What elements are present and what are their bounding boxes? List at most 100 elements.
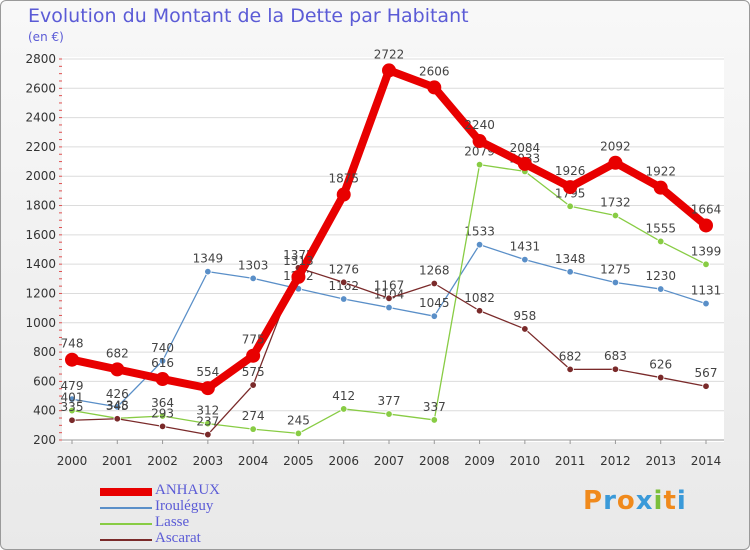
- y-tick-label: 1400: [25, 257, 56, 271]
- data-label: 1431: [510, 240, 541, 254]
- data-label: 1303: [238, 258, 269, 272]
- data-label: 364: [151, 396, 174, 410]
- x-tick-label: 2014: [691, 454, 722, 468]
- data-point: [246, 348, 261, 363]
- logo-letter: t: [663, 486, 677, 516]
- data-label: 412: [332, 389, 355, 403]
- chart-subtitle: (en €): [28, 30, 64, 44]
- data-point: [158, 357, 167, 365]
- x-tick-label: 2009: [464, 454, 495, 468]
- data-label: 1875: [328, 172, 359, 186]
- y-tick-label: 1200: [25, 286, 56, 300]
- data-label: 2084: [510, 141, 541, 155]
- data-point: [336, 187, 351, 202]
- logo-letter: o: [616, 486, 636, 516]
- data-label: 1732: [600, 196, 631, 210]
- y-tick-label: 2800: [25, 52, 56, 66]
- data-label: 377: [378, 394, 401, 408]
- data-label: 1922: [645, 165, 676, 179]
- data-label: 1167: [374, 278, 405, 292]
- data-label: 2092: [600, 140, 631, 154]
- data-label: 293: [151, 406, 174, 420]
- data-label: 1399: [691, 244, 722, 258]
- data-point: [385, 303, 393, 312]
- data-point: [475, 240, 484, 249]
- y-tick-label: 200: [33, 433, 56, 447]
- data-point: [110, 362, 125, 377]
- data-label: 683: [604, 349, 627, 363]
- data-label: 1045: [419, 296, 450, 310]
- data-point: [68, 406, 76, 415]
- data-label: 1555: [645, 221, 676, 235]
- data-label: 479: [61, 379, 84, 393]
- data-point: [291, 269, 306, 284]
- logo-letter: P: [583, 486, 604, 516]
- data-point: [158, 412, 167, 420]
- data-point: [294, 429, 303, 438]
- data-point: [200, 381, 215, 396]
- proxiti-logo: Proxiti: [583, 486, 687, 516]
- data-label: 1275: [600, 262, 631, 276]
- y-tick-label: 2000: [25, 169, 56, 183]
- data-point: [340, 405, 348, 413]
- data-point: [702, 260, 710, 269]
- data-point: [566, 268, 574, 276]
- data-label: 337: [423, 400, 446, 414]
- x-tick-label: 2011: [555, 454, 586, 468]
- x-tick-label: 2010: [510, 454, 541, 468]
- data-label: 1276: [328, 262, 359, 276]
- data-label: 1664: [691, 202, 722, 216]
- data-label: 1230: [645, 269, 676, 283]
- data-point: [427, 80, 442, 95]
- data-label: 1926: [555, 164, 586, 178]
- data-label: 401: [61, 391, 84, 405]
- data-label: 748: [61, 337, 84, 351]
- data-label: 616: [151, 356, 174, 370]
- x-tick-label: 2012: [600, 454, 631, 468]
- data-point: [702, 382, 710, 390]
- data-point: [657, 237, 665, 246]
- data-label: 567: [695, 366, 718, 380]
- data-label: 1533: [464, 225, 495, 239]
- data-label: 312: [196, 404, 219, 418]
- data-point: [340, 278, 348, 287]
- data-point: [608, 155, 623, 170]
- legend-swatch: [100, 507, 152, 509]
- data-point: [204, 430, 212, 439]
- data-label: 2722: [374, 47, 405, 61]
- data-point: [566, 202, 574, 210]
- data-point: [430, 416, 438, 424]
- data-point: [340, 295, 348, 303]
- legend-swatch: [100, 488, 152, 496]
- data-point: [113, 415, 121, 423]
- data-label: 348: [106, 398, 129, 412]
- y-tick-label: 600: [33, 374, 56, 388]
- x-tick-label: 2005: [283, 454, 314, 468]
- x-tick-label: 2001: [102, 454, 133, 468]
- data-point: [563, 180, 578, 195]
- y-tick-label: 2400: [25, 111, 56, 125]
- data-point: [158, 422, 167, 431]
- x-tick-label: 2003: [193, 454, 224, 468]
- y-tick-label: 2200: [25, 140, 56, 154]
- data-point: [611, 278, 620, 287]
- legend-label: ANHAUX: [155, 482, 220, 498]
- data-point: [68, 416, 76, 424]
- legend-label: Ascarat: [155, 530, 201, 546]
- data-label: 1082: [464, 291, 495, 305]
- data-label: 237: [196, 415, 219, 429]
- data-label: 2606: [419, 64, 450, 78]
- x-tick-label: 2006: [328, 454, 359, 468]
- x-tick-label: 2007: [374, 454, 405, 468]
- data-label: 1348: [555, 252, 586, 266]
- x-tick-label: 2013: [645, 454, 676, 468]
- data-point: [430, 312, 438, 320]
- data-label: 345: [106, 399, 129, 413]
- chart-title: Evolution du Montant de la Dette par Hab…: [28, 5, 469, 27]
- data-point: [566, 365, 574, 374]
- data-label: 1162: [328, 279, 359, 293]
- data-point: [517, 156, 532, 171]
- logo-letter: x: [635, 486, 654, 516]
- data-label: 626: [649, 358, 672, 372]
